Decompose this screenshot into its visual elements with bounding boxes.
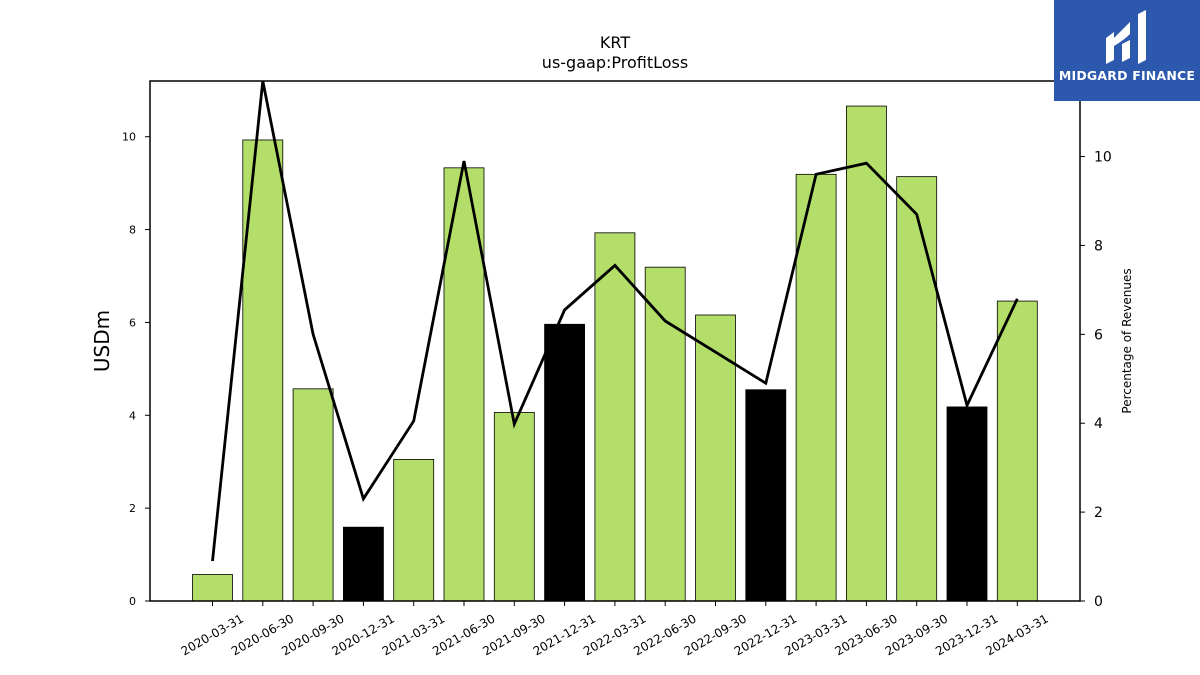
bar (493, 412, 535, 602)
bar (594, 232, 636, 602)
y2-tick-label: 10 (1094, 150, 1112, 166)
y2-tick-label: 4 (1094, 416, 1103, 432)
y-tick-label: 2 (129, 502, 136, 515)
bar (292, 388, 334, 602)
y-tick-label: 6 (129, 316, 136, 329)
bar (946, 406, 988, 602)
y-tick-label: 4 (129, 409, 136, 422)
bar (695, 314, 736, 602)
bar (996, 300, 1038, 602)
percentage-line (211, 80, 1019, 562)
y-tick-label: 8 (129, 224, 136, 237)
chart-title: KRT (600, 33, 630, 52)
y-axis-label: USDm (90, 310, 114, 372)
y2-tick-label: 8 (1094, 238, 1103, 254)
y2-tick-label: 6 (1094, 327, 1103, 343)
y-tick-label: 0 (129, 595, 136, 608)
y2-tick-label: 2 (1094, 505, 1103, 521)
y2-tick-label: 0 (1094, 594, 1103, 610)
y2-axis-label: Percentage of Revenues (1120, 268, 1134, 413)
bar (644, 266, 686, 602)
bar (846, 105, 887, 602)
bar (443, 167, 485, 602)
bar (896, 176, 938, 602)
bar (192, 574, 233, 602)
bar (342, 526, 384, 602)
bar (544, 323, 585, 602)
chart-subtitle: us-gaap:ProfitLoss (542, 53, 688, 72)
y-tick-label: 10 (122, 131, 136, 144)
midgard-finance-logo: MIDGARD FINANCE (1054, 0, 1200, 101)
logo-mark-icon (1106, 10, 1146, 64)
bar (393, 458, 435, 602)
logo-text: MIDGARD FINANCE (1058, 68, 1196, 83)
bar (745, 389, 787, 602)
